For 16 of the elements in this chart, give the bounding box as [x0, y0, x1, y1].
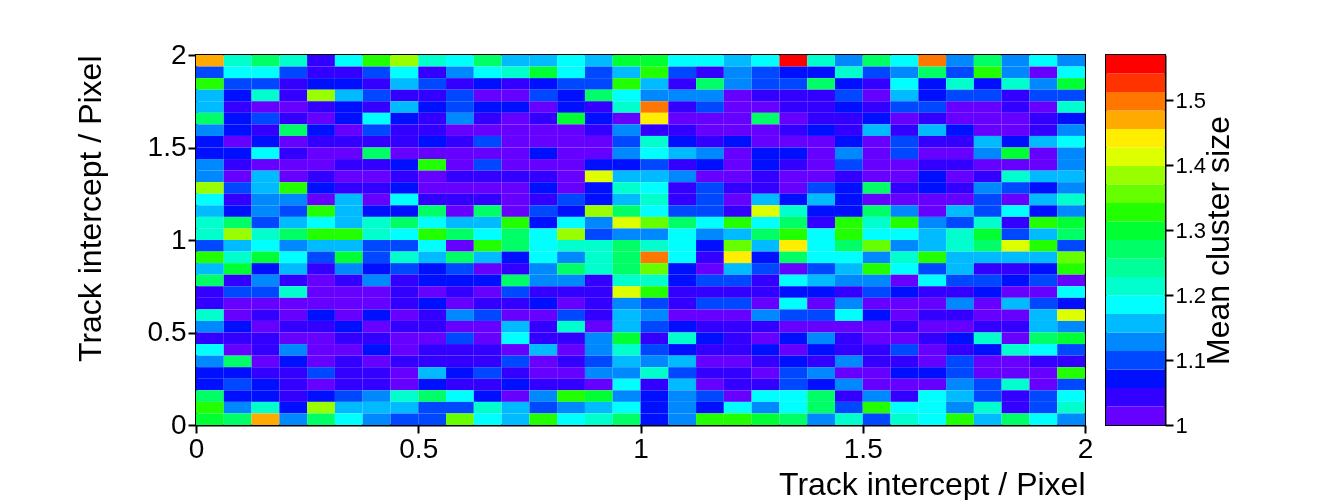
- color-bar-label: 1.4: [1175, 152, 1207, 178]
- color-bar-label: 1: [1175, 412, 1188, 438]
- color-bar-label: 1.5: [1175, 87, 1207, 113]
- y-tick-label: 1: [170, 223, 187, 255]
- x-tick-label: 2: [1077, 432, 1094, 464]
- x-tick-label: 1.5: [843, 432, 883, 464]
- y-tick-label: 2: [170, 38, 187, 70]
- color-bar-label: 1.3: [1175, 217, 1207, 243]
- y-tick-label: 1.5: [147, 131, 187, 162]
- y-axis-title: Track intercept / Pixel: [71, 55, 108, 362]
- color-bar-label: 1.2: [1175, 282, 1207, 308]
- y-tick-label: 0: [170, 408, 187, 440]
- x-tick-label: 0.5: [399, 432, 439, 464]
- x-tick-label: 1: [633, 432, 649, 464]
- y-tick-label: 0.5: [147, 316, 187, 347]
- color-bar-label: 1.1: [1175, 347, 1207, 373]
